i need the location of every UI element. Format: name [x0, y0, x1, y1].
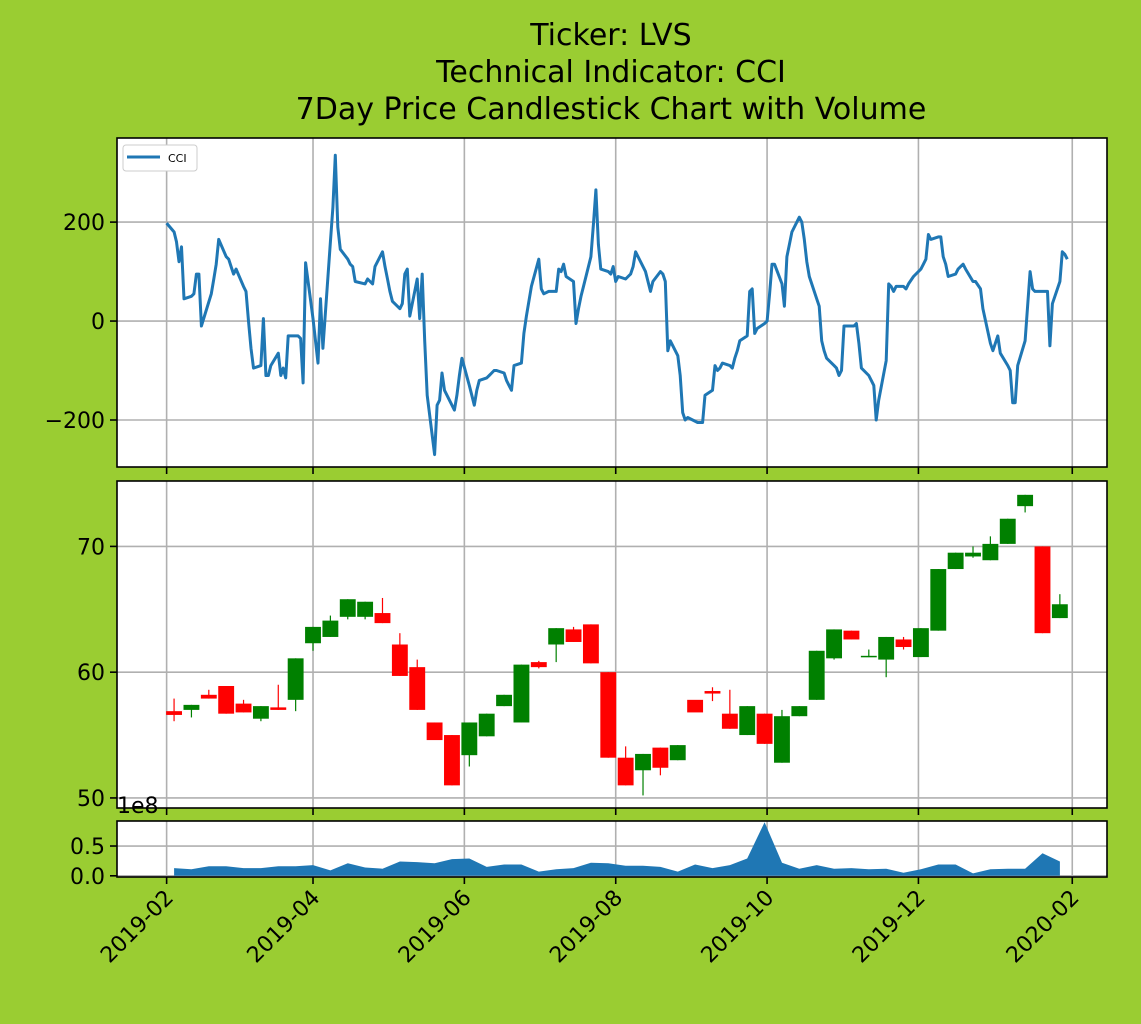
cci-ytick-label-0: 200: [63, 211, 105, 236]
title-line-2: Technical Indicator: CCI: [435, 55, 786, 90]
candle-body: [756, 713, 773, 744]
candle-body: [305, 626, 321, 644]
candle-body: [930, 569, 947, 631]
candle-body: [409, 667, 426, 710]
candle-body: [860, 655, 877, 658]
candle-body: [808, 650, 825, 700]
volume-grid: [117, 821, 1107, 877]
candle-body: [461, 722, 478, 756]
candle-body: [635, 753, 651, 771]
xtick-label-4: 2019-10: [697, 886, 780, 969]
price-ytick-label-0: 70: [77, 535, 105, 560]
cci-ytick-label-1: 0: [91, 310, 105, 335]
candle-body: [166, 711, 183, 715]
cci-legend: CCI: [122, 144, 198, 172]
cci-series-line: [165, 153, 1069, 457]
candle-body: [965, 552, 981, 557]
candle-body: [270, 707, 287, 710]
candle-body: [200, 694, 217, 699]
candle-body: [478, 713, 495, 737]
candle-body: [878, 636, 895, 660]
candle-body: [339, 599, 356, 617]
candle-body: [1017, 494, 1034, 507]
candle-body: [548, 628, 565, 645]
candle-body: [235, 703, 252, 713]
candle-body: [669, 745, 686, 761]
candle-body: [721, 713, 738, 729]
price-axes-background: [117, 481, 1107, 808]
candle-body: [791, 706, 808, 717]
volume-ytick-label-1: 0.0: [70, 865, 105, 890]
price-ytick-label-1: 60: [77, 661, 105, 686]
candle-body: [287, 658, 304, 700]
price-axes-border: [116, 480, 1108, 809]
candle-body: [1051, 604, 1068, 619]
candle-body: [218, 686, 235, 714]
candle-body: [982, 543, 999, 561]
candle-body: [947, 552, 964, 570]
candle-body: [826, 629, 843, 659]
candle-body: [774, 716, 790, 763]
xtick-label-5: 2019-12: [848, 886, 931, 969]
title-line-1: Ticker: LVS: [529, 18, 691, 53]
candle-body: [843, 630, 860, 640]
volume-scale-label: 1e8: [117, 794, 159, 819]
candle-body: [496, 694, 513, 707]
candle-body: [565, 629, 582, 642]
xtick-label-2: 2019-06: [394, 886, 477, 969]
candle-body: [391, 644, 408, 676]
xtick-label-6: 2020-02: [1002, 886, 1085, 969]
candle-body: [687, 699, 704, 713]
volume-ytick-label-0: 0.5: [70, 835, 105, 860]
candle-body: [357, 601, 374, 617]
candle-body: [1034, 546, 1051, 634]
volume-axes-border: [116, 820, 1108, 878]
candle-body: [322, 620, 339, 637]
candle-body: [513, 664, 530, 723]
xtick-label-0: 2019-02: [96, 886, 179, 969]
cci-axes-background: [117, 138, 1107, 467]
candle-body: [444, 735, 460, 786]
price-ytick-label-2: 50: [77, 787, 105, 812]
candle-body: [704, 691, 721, 694]
candle-body: [426, 722, 443, 741]
candle-body: [183, 704, 200, 710]
cci-ytick-label-2: −200: [45, 409, 105, 434]
candle-body: [600, 672, 617, 758]
cci-grid: [117, 138, 1107, 467]
title-line-3: 7Day Price Candlestick Chart with Volume: [296, 92, 927, 127]
cci-legend-label: CCI: [168, 152, 187, 165]
candle-body: [252, 706, 269, 719]
xtick-label-3: 2019-08: [545, 886, 628, 969]
xtick-label-1: 2019-04: [243, 886, 326, 969]
candle-body: [617, 757, 634, 786]
candle-body: [374, 613, 391, 624]
cci-axes-border: [116, 137, 1108, 468]
candle-body: [895, 639, 912, 648]
price-candles: [166, 494, 1068, 796]
candle-body: [582, 624, 599, 664]
candle-body: [912, 628, 929, 658]
chart-panels: 200 0 −200 CCI 70 60 50 0.5 0.0 1e8 2019-02 2019-04…: [45, 137, 1108, 969]
candle-body: [999, 518, 1016, 544]
candle-body: [530, 662, 547, 668]
volume-area: [174, 822, 1060, 876]
candle-body: [739, 706, 756, 736]
candle-body: [652, 747, 669, 768]
